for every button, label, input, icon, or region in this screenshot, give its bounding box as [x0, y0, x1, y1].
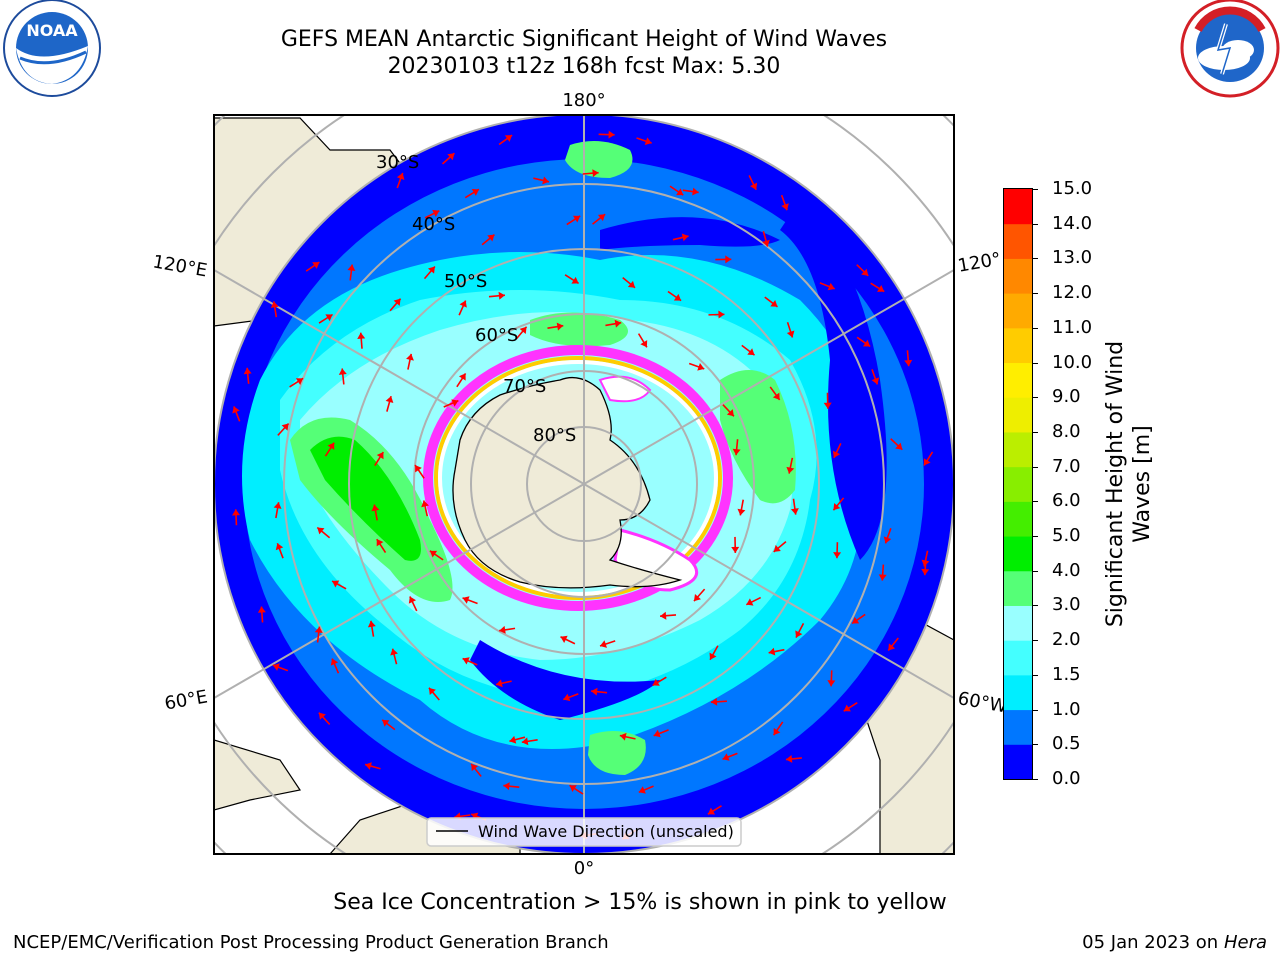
colorbar-tick-mark: [1032, 224, 1038, 225]
colorbar-tick-mark: [1032, 640, 1038, 641]
vector-legend-label: Wind Wave Direction (unscaled): [478, 822, 734, 841]
lon-label-60e: 60°E: [163, 686, 209, 714]
colorbar-segment: [1004, 536, 1032, 571]
colorbar-segment: [1004, 432, 1032, 467]
lat-label-60s: 60°S: [475, 325, 518, 346]
colorbar-tick-label: 1.0: [1052, 701, 1081, 719]
colorbar-segment: [1004, 397, 1032, 432]
lon-label-0: 0°: [574, 858, 594, 879]
colorbar-segment: [1004, 571, 1032, 606]
colorbar-tick-mark: [1032, 710, 1038, 711]
colorbar-tick-label: 3.0: [1052, 596, 1081, 614]
colorbar-segment: [1004, 189, 1032, 224]
footer-host: Hera: [1224, 932, 1267, 953]
colorbar-tick-label: 15.0: [1052, 180, 1092, 198]
lat-label-50s: 50°S: [444, 271, 487, 292]
vector-legend: Wind Wave Direction (unscaled): [427, 818, 741, 846]
colorbar-segment: [1004, 605, 1032, 640]
colorbar-tick-label: 10.0: [1052, 354, 1092, 372]
colorbar-tick-mark: [1032, 605, 1038, 606]
lat-label-80s: 80°S: [533, 425, 576, 446]
sea-ice-note: Sea Ice Concentration > 15% is shown in …: [0, 890, 1280, 915]
footer-credit: NCEP/EMC/Verification Post Processing Pr…: [13, 932, 609, 953]
colorbar-tick-mark: [1032, 467, 1038, 468]
colorbar-tick-mark: [1032, 397, 1038, 398]
colorbar-tick-label: 5.0: [1052, 527, 1081, 545]
colorbar-tick-label: 0.0: [1052, 770, 1081, 788]
lon-label-180: 180°: [562, 90, 605, 111]
colorbar-tick-mark: [1032, 189, 1038, 190]
lat-label-70s: 70°S: [503, 376, 546, 397]
colorbar-tick-mark: [1032, 571, 1038, 572]
colorbar-segment: [1004, 501, 1032, 536]
colorbar-segment: [1004, 710, 1032, 745]
colorbar-tick-mark: [1032, 293, 1038, 294]
colorbar-tick-label: 1.5: [1052, 666, 1081, 684]
colorbar-segment: [1004, 640, 1032, 675]
lat-label-30s: 30°S: [376, 152, 419, 173]
colorbar-segment: [1004, 467, 1032, 502]
colorbar-tick-mark: [1032, 779, 1038, 780]
colorbar-segment: [1004, 363, 1032, 398]
colorbar-tick-label: 14.0: [1052, 215, 1092, 233]
colorbar-tick-label: 11.0: [1052, 319, 1092, 337]
colorbar-tick-label: 8.0: [1052, 423, 1081, 441]
colorbar-tick-mark: [1032, 363, 1038, 364]
colorbar-tick-mark: [1032, 744, 1038, 745]
lon-label-60w: 60°W: [956, 688, 1009, 717]
footer-date-text: 05 Jan 2023 on: [1082, 932, 1218, 953]
footer-date: 05 Jan 2023 on Hera: [1082, 932, 1267, 953]
colorbar-label-text: Significant Height of Wind Waves [m]: [1103, 341, 1155, 627]
colorbar-tick-label: 7.0: [1052, 458, 1081, 476]
colorbar-segment: [1004, 744, 1032, 779]
colorbar-tick-label: 0.5: [1052, 735, 1081, 753]
colorbar-tick-label: 4.0: [1052, 562, 1081, 580]
colorbar-segment: [1004, 675, 1032, 710]
colorbar-segment: [1004, 293, 1032, 328]
colorbar-label: Significant Height of Wind Waves [m]: [1102, 324, 1156, 644]
colorbar-tick-mark: [1032, 258, 1038, 259]
colorbar-tick-mark: [1032, 328, 1038, 329]
lat-label-40s: 40°S: [412, 214, 455, 235]
lon-label-120e: 120°E: [151, 251, 209, 281]
colorbar-tick-label: 12.0: [1052, 284, 1092, 302]
lon-label-120w: 120°: [956, 249, 1002, 277]
colorbar-segment: [1004, 224, 1032, 259]
colorbar-tick-label: 2.0: [1052, 631, 1081, 649]
colorbar-tick-label: 9.0: [1052, 388, 1081, 406]
colorbar-segment: [1004, 258, 1032, 293]
colorbar-tick-mark: [1032, 432, 1038, 433]
colorbar-tick-mark: [1032, 536, 1038, 537]
colorbar-tick-label: 6.0: [1052, 492, 1081, 510]
colorbar-tick-mark: [1032, 501, 1038, 502]
colorbar-tick-mark: [1032, 675, 1038, 676]
colorbar-tick-label: 13.0: [1052, 249, 1092, 267]
colorbar: [1003, 188, 1033, 780]
colorbar-segment: [1004, 328, 1032, 363]
